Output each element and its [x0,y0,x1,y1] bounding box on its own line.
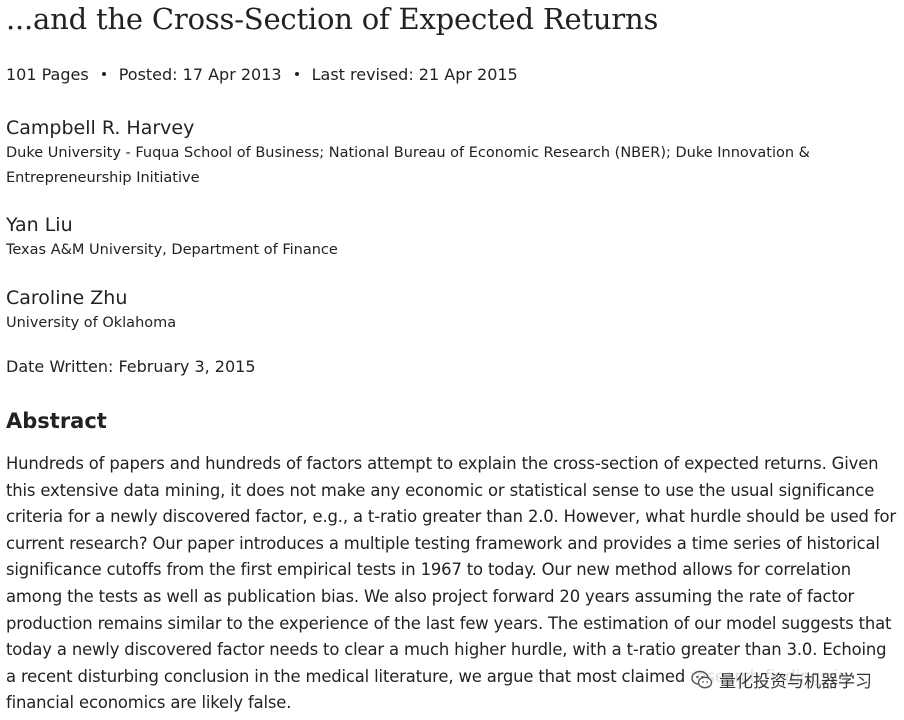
posted-date: Posted: 17 Apr 2013 [118,65,282,84]
separator-dot [101,72,106,76]
abstract-heading: Abstract [6,409,107,433]
author-name[interactable]: Yan Liu [6,214,73,236]
watermark-text: 量化投资与机器学习 [719,672,872,692]
paper-meta: 101 Pages Posted: 17 Apr 2013 Last revised… [6,65,518,84]
watermark: 量化投资与机器学习 [687,666,876,693]
date-written: Date Written: February 3, 2015 [6,357,256,376]
revised-date: Last revised: 21 Apr 2015 [311,65,518,84]
paper-title: ...and the Cross-Section of Expected Ret… [6,2,659,36]
author-affiliation[interactable]: Texas A&M University, Department of Fina… [6,242,338,258]
abstract-text: Hundreds of papers and hundreds of facto… [6,454,896,713]
separator-dot [294,72,299,76]
author-affiliation[interactable]: University of Oklahoma [6,315,177,331]
author-name[interactable]: Caroline Zhu [6,287,128,309]
author-block: Campbell R. Harvey Duke University - Fuq… [6,117,866,191]
author-affiliation[interactable]: Duke University - Fuqua School of Busine… [6,145,810,186]
author-block: Caroline Zhu University of Oklahoma [6,287,866,336]
page-count: 101 Pages [6,65,89,84]
wechat-icon [691,669,713,691]
author-name[interactable]: Campbell R. Harvey [6,117,195,139]
author-block: Yan Liu Texas A&M University, Department… [6,214,866,263]
